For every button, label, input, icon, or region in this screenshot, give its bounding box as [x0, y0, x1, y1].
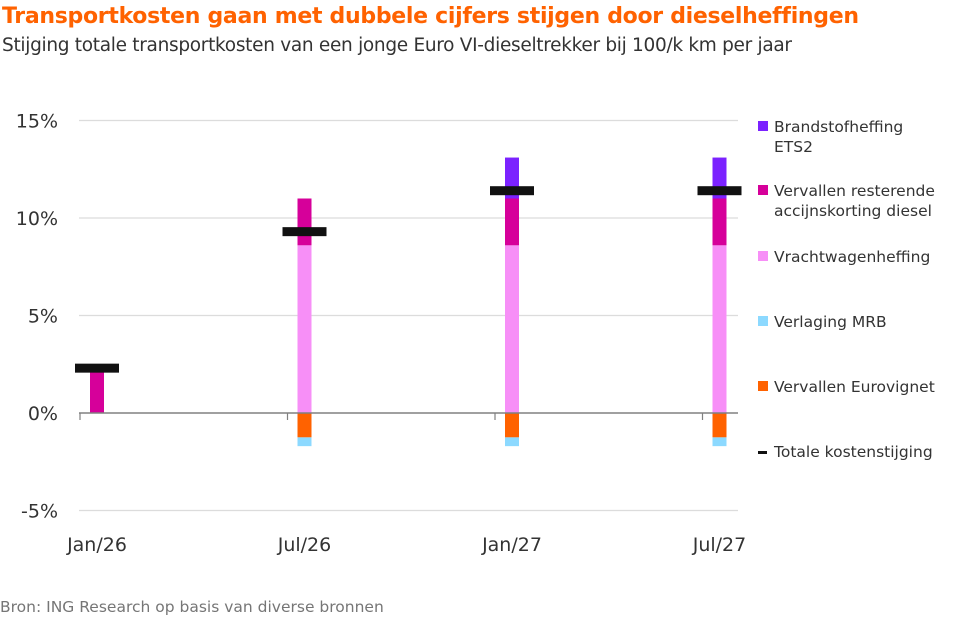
y-tick-label: 0%: [28, 403, 58, 425]
legend-swatch: [758, 316, 768, 326]
total-marker: [490, 186, 534, 196]
y-tick-label: 10%: [16, 208, 58, 230]
bar-segment-verlaging-mrb: [297, 437, 312, 447]
legend-label: Brandstofheffing: [774, 118, 903, 136]
bar-segment-verlaging-mrb: [712, 437, 727, 447]
bar-segment-vrachtwagenheffing: [712, 245, 727, 413]
x-tick-label: Jan/26: [66, 534, 127, 556]
bar-segment-vervallen-eurovignet: [297, 413, 312, 438]
y-tick-label: 15%: [16, 111, 58, 133]
legend-label: Verlaging MRB: [774, 313, 887, 331]
bar-segment-vrachtwagenheffing: [505, 245, 519, 413]
y-tick-label: 5%: [28, 306, 58, 328]
total-marker: [697, 186, 742, 196]
legend-label: Vrachtwagenheffing: [774, 248, 930, 266]
total-markers: [75, 186, 742, 373]
x-tick-label: Jan/27: [481, 534, 542, 556]
bar-segment-vervallen-resterende-accijnskorting-diesel: [712, 198, 727, 246]
bar-segment-vervallen-eurovignet: [712, 413, 727, 438]
total-marker: [282, 227, 327, 237]
bar-segment-vervallen-eurovignet: [505, 413, 519, 438]
y-tick-label: -5%: [21, 501, 58, 523]
bar-segment-verlaging-mrb: [505, 437, 519, 447]
legend: Brandstofheffing ETS2 Vervallen resterende…: [758, 118, 935, 461]
total-marker: [75, 363, 119, 373]
x-tick-label: Jul/27: [692, 534, 747, 556]
chart-subtitle: Stijging totale transportkosten van een …: [2, 35, 792, 56]
bar-segment-vervallen-resterende-accijnskorting-diesel: [90, 370, 104, 413]
bar-segment-vervallen-resterende-accijnskorting-diesel: [297, 198, 312, 246]
legend-total-swatch: [758, 451, 767, 454]
legend-swatch: [758, 381, 768, 391]
x-axis: Jan/26 Jul/26 Jan/27 Jul/27: [66, 412, 747, 556]
bar-segment-vervallen-resterende-accijnskorting-diesel: [505, 198, 519, 246]
legend-label: accijnskorting diesel: [774, 202, 932, 220]
legend-label: Vervallen resterende: [774, 182, 935, 200]
y-axis: 15% 10% 5% 0% -5%: [16, 111, 58, 523]
legend-label: Totale kostenstijging: [773, 443, 933, 461]
legend-swatch: [758, 251, 768, 261]
legend-label: Vervallen Eurovignet: [774, 378, 935, 396]
chart-title: Transportkosten gaan met dubbele cijfers…: [2, 4, 859, 29]
gridlines: [79, 119, 738, 512]
legend-label: ETS2: [774, 138, 813, 156]
x-tick-label: Jul/26: [277, 534, 332, 556]
bars: [90, 157, 727, 447]
bar-segment-vrachtwagenheffing: [297, 245, 312, 413]
legend-swatch: [758, 185, 768, 195]
legend-swatch: [758, 121, 768, 131]
source-note: Bron: ING Research op basis van diverse …: [0, 598, 384, 616]
